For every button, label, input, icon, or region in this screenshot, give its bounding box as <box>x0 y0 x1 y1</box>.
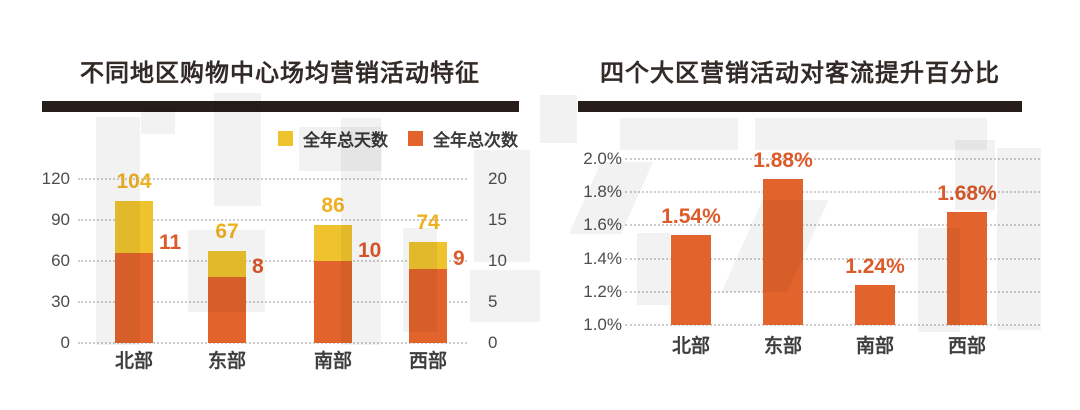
gridline <box>625 257 1040 260</box>
days-value-label: 67 <box>215 220 239 244</box>
y-axis-tick: 1.0% <box>583 315 622 334</box>
gridline <box>78 219 467 221</box>
pct-value-label: 1.88% <box>753 148 813 172</box>
category-label: 东部 <box>763 336 802 357</box>
chart-left-title: 不同地区购物中心场均营销活动特征 <box>80 60 480 87</box>
pct-bar <box>763 178 803 325</box>
y2-axis-tick: 0 <box>488 333 498 352</box>
bar-total-count <box>115 252 153 343</box>
watermark-block <box>620 118 738 150</box>
watermark-block <box>997 148 1041 330</box>
days-value-label: 104 <box>116 169 152 193</box>
category-label: 南部 <box>855 336 894 357</box>
category-label: 西部 <box>947 336 986 357</box>
gridline <box>625 224 1040 227</box>
category-label: 西部 <box>408 351 447 372</box>
gridline <box>78 260 467 262</box>
pct-value-label: 1.54% <box>661 205 721 229</box>
pct-value-label: 1.68% <box>937 182 997 206</box>
bar-total-count <box>409 269 447 343</box>
category-label: 北部 <box>671 336 710 357</box>
count-value-label: 10 <box>358 239 382 262</box>
days-value-label: 86 <box>321 194 345 218</box>
y-axis-tick: 1.8% <box>583 182 622 202</box>
legend-swatch-count-icon <box>408 130 423 146</box>
gridline <box>625 158 1040 160</box>
legend-item-total-days: 全年总天数 <box>278 126 388 151</box>
y-axis-tick: 120 <box>41 169 70 188</box>
gridline <box>78 178 467 180</box>
watermark-block <box>755 118 987 150</box>
legend-label-total-days: 全年总天数 <box>303 130 388 150</box>
y-axis-tick: 0 <box>60 333 70 352</box>
bar-total-count <box>208 277 246 343</box>
gridline <box>78 301 467 303</box>
y2-axis-tick: 5 <box>488 292 498 311</box>
chart-left-legend: 全年总天数 全年总次数 <box>78 126 518 151</box>
legend-swatch-days-icon <box>278 130 293 146</box>
legend-item-total-count: 全年总次数 <box>408 126 518 151</box>
chart-left-title-underline <box>42 101 519 112</box>
y-axis-tick: 1.6% <box>583 215 622 235</box>
y-axis-tick: 2.0% <box>583 149 622 168</box>
gridline <box>625 290 1040 293</box>
y2-axis-tick: 10 <box>488 251 507 270</box>
y2-axis-tick: 20 <box>488 169 507 188</box>
pct-bar <box>947 212 987 325</box>
watermark-block <box>474 150 530 262</box>
count-value-label: 8 <box>252 255 264 279</box>
watermark-block <box>637 233 670 305</box>
days-value-label: 74 <box>416 210 440 234</box>
category-label: 北部 <box>114 351 153 372</box>
y-axis-tick: 1.4% <box>583 248 622 268</box>
gridline <box>78 342 467 344</box>
y-axis-tick: 60 <box>51 251 70 270</box>
category-label: 东部 <box>207 351 246 372</box>
gridline <box>625 191 1040 194</box>
watermark-block <box>540 95 577 143</box>
pct-bar <box>855 285 895 325</box>
count-value-label: 9 <box>453 247 465 271</box>
y-axis-tick: 90 <box>51 210 70 229</box>
bar-total-count <box>314 261 352 343</box>
chart-right-title: 四个大区营销活动对客流提升百分比 <box>600 60 1000 87</box>
y-axis-tick: 30 <box>51 292 70 311</box>
pct-bar <box>671 235 711 325</box>
y-axis-tick: 1.2% <box>583 281 622 301</box>
chart-right-title-underline <box>578 101 1022 112</box>
gridline <box>625 324 1040 326</box>
legend-label-total-count: 全年总次数 <box>433 130 518 150</box>
y2-axis-tick: 15 <box>488 210 507 229</box>
count-value-label: 11 <box>159 230 182 254</box>
pct-value-label: 1.24% <box>845 255 905 279</box>
category-label: 南部 <box>313 351 352 372</box>
